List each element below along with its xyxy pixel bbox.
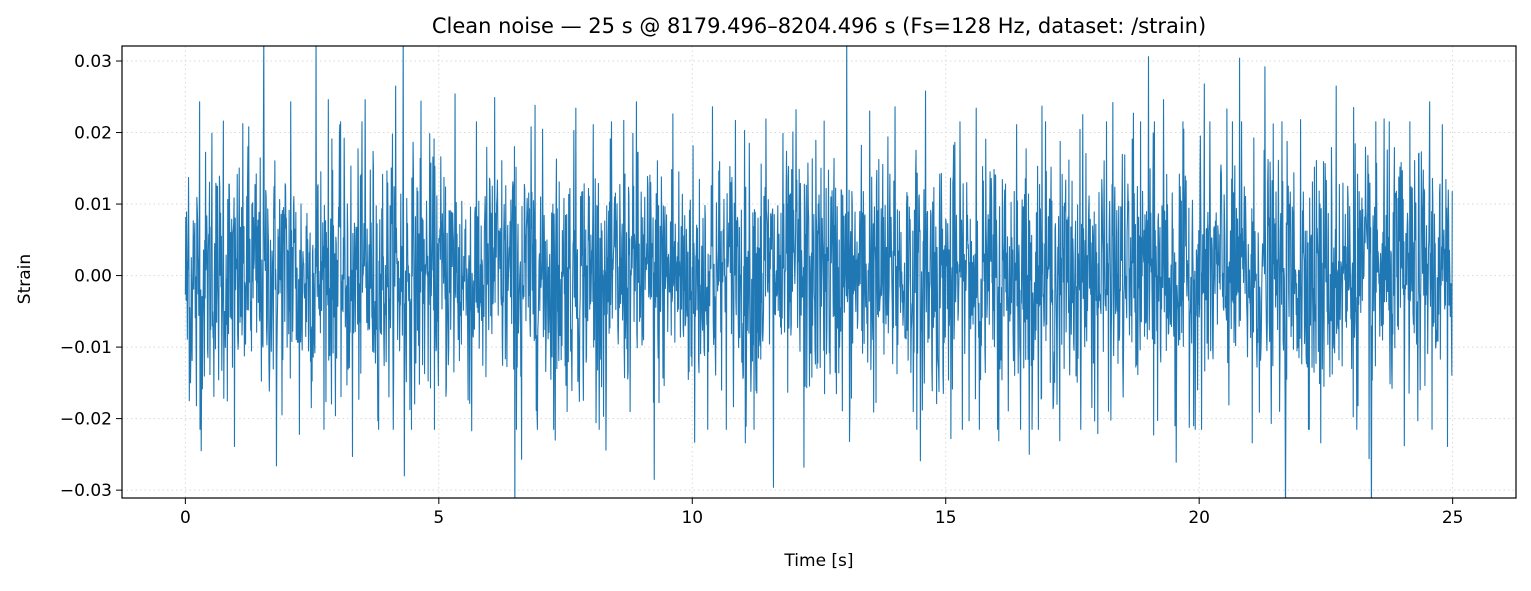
y-tick-label: −0.01 (60, 338, 112, 358)
strain-series-line (184, 46, 1453, 498)
y-tick-label: −0.03 (60, 481, 112, 501)
y-tick-label: 0.01 (74, 195, 112, 215)
x-tick-label: 20 (1188, 508, 1210, 528)
x-tick-label: 5 (433, 508, 444, 528)
y-tick-label: 0.02 (74, 124, 112, 144)
x-tick-label: 0 (180, 508, 191, 528)
y-tick-label: 0.00 (74, 267, 112, 287)
y-tick-label: 0.03 (74, 52, 112, 72)
y-tick-label: −0.02 (60, 410, 112, 430)
chart-title: Clean noise — 25 s @ 8179.496–8204.496 s… (432, 14, 1206, 38)
x-tick-label: 15 (935, 508, 957, 528)
plot-frame (121, 45, 1517, 499)
x-tick-label: 25 (1442, 508, 1464, 528)
axes: 0 5 10 15 20 25 −0.03 −0.02 −0.01 0.00 0.01 0.02 0.0… (60, 52, 1464, 528)
x-tick-label: 10 (681, 508, 703, 528)
series-group (184, 46, 1453, 498)
y-axis-label: Strain (15, 254, 35, 304)
x-axis-label: Time [s] (783, 551, 853, 571)
